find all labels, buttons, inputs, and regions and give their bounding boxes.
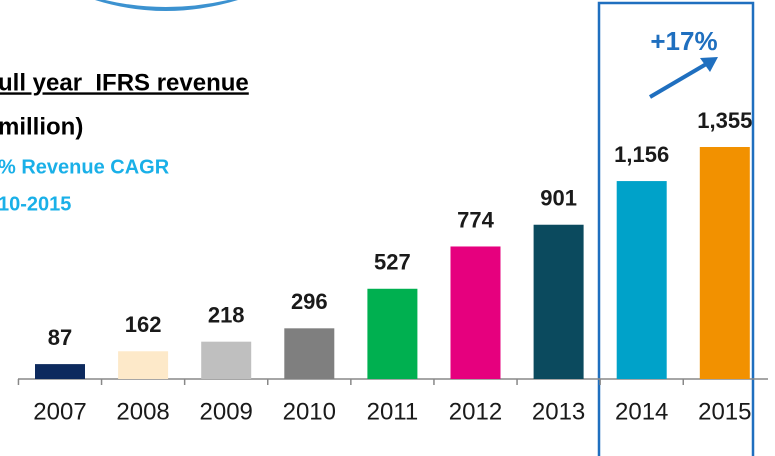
bar bbox=[534, 225, 584, 379]
data-label: 1,355 bbox=[697, 108, 752, 133]
data-label: 1,156 bbox=[614, 142, 669, 167]
x-tick-label: 2007 bbox=[33, 398, 86, 425]
x-tick-label: 2013 bbox=[532, 398, 585, 425]
bar bbox=[451, 246, 501, 379]
growth-label: +17% bbox=[650, 26, 717, 56]
data-label: 901 bbox=[540, 186, 577, 211]
chart-subtitle: million) bbox=[0, 113, 83, 140]
chart-title: ull year IFRS revenue bbox=[0, 69, 249, 96]
x-tick-label: 2014 bbox=[615, 398, 668, 425]
bar bbox=[284, 328, 334, 379]
bar bbox=[35, 364, 85, 379]
data-label: 162 bbox=[125, 312, 162, 337]
cagr-label: % Revenue CAGR bbox=[0, 156, 170, 178]
x-tick-label: 2010 bbox=[283, 398, 336, 425]
data-label: 774 bbox=[457, 207, 494, 232]
x-tick-label: 2008 bbox=[116, 398, 169, 425]
x-tick-label: 2015 bbox=[698, 398, 751, 425]
x-tick-label: 2011 bbox=[367, 398, 419, 425]
data-label: 527 bbox=[374, 250, 411, 275]
cagr-period: 10-2015 bbox=[0, 193, 71, 215]
chart: ull year IFRS revenue million) % Revenue… bbox=[0, 0, 775, 456]
data-label: 218 bbox=[208, 302, 245, 327]
growth-arrow bbox=[650, 63, 708, 97]
bar bbox=[367, 289, 417, 379]
bar bbox=[700, 147, 750, 379]
bar bbox=[118, 351, 168, 379]
bar bbox=[201, 342, 251, 379]
logo-swoosh bbox=[95, 0, 238, 11]
x-tick-label: 2012 bbox=[449, 398, 502, 425]
data-label: 296 bbox=[291, 289, 328, 314]
data-label: 87 bbox=[48, 325, 72, 350]
x-tick-label: 2009 bbox=[200, 398, 253, 425]
bar bbox=[617, 181, 667, 379]
